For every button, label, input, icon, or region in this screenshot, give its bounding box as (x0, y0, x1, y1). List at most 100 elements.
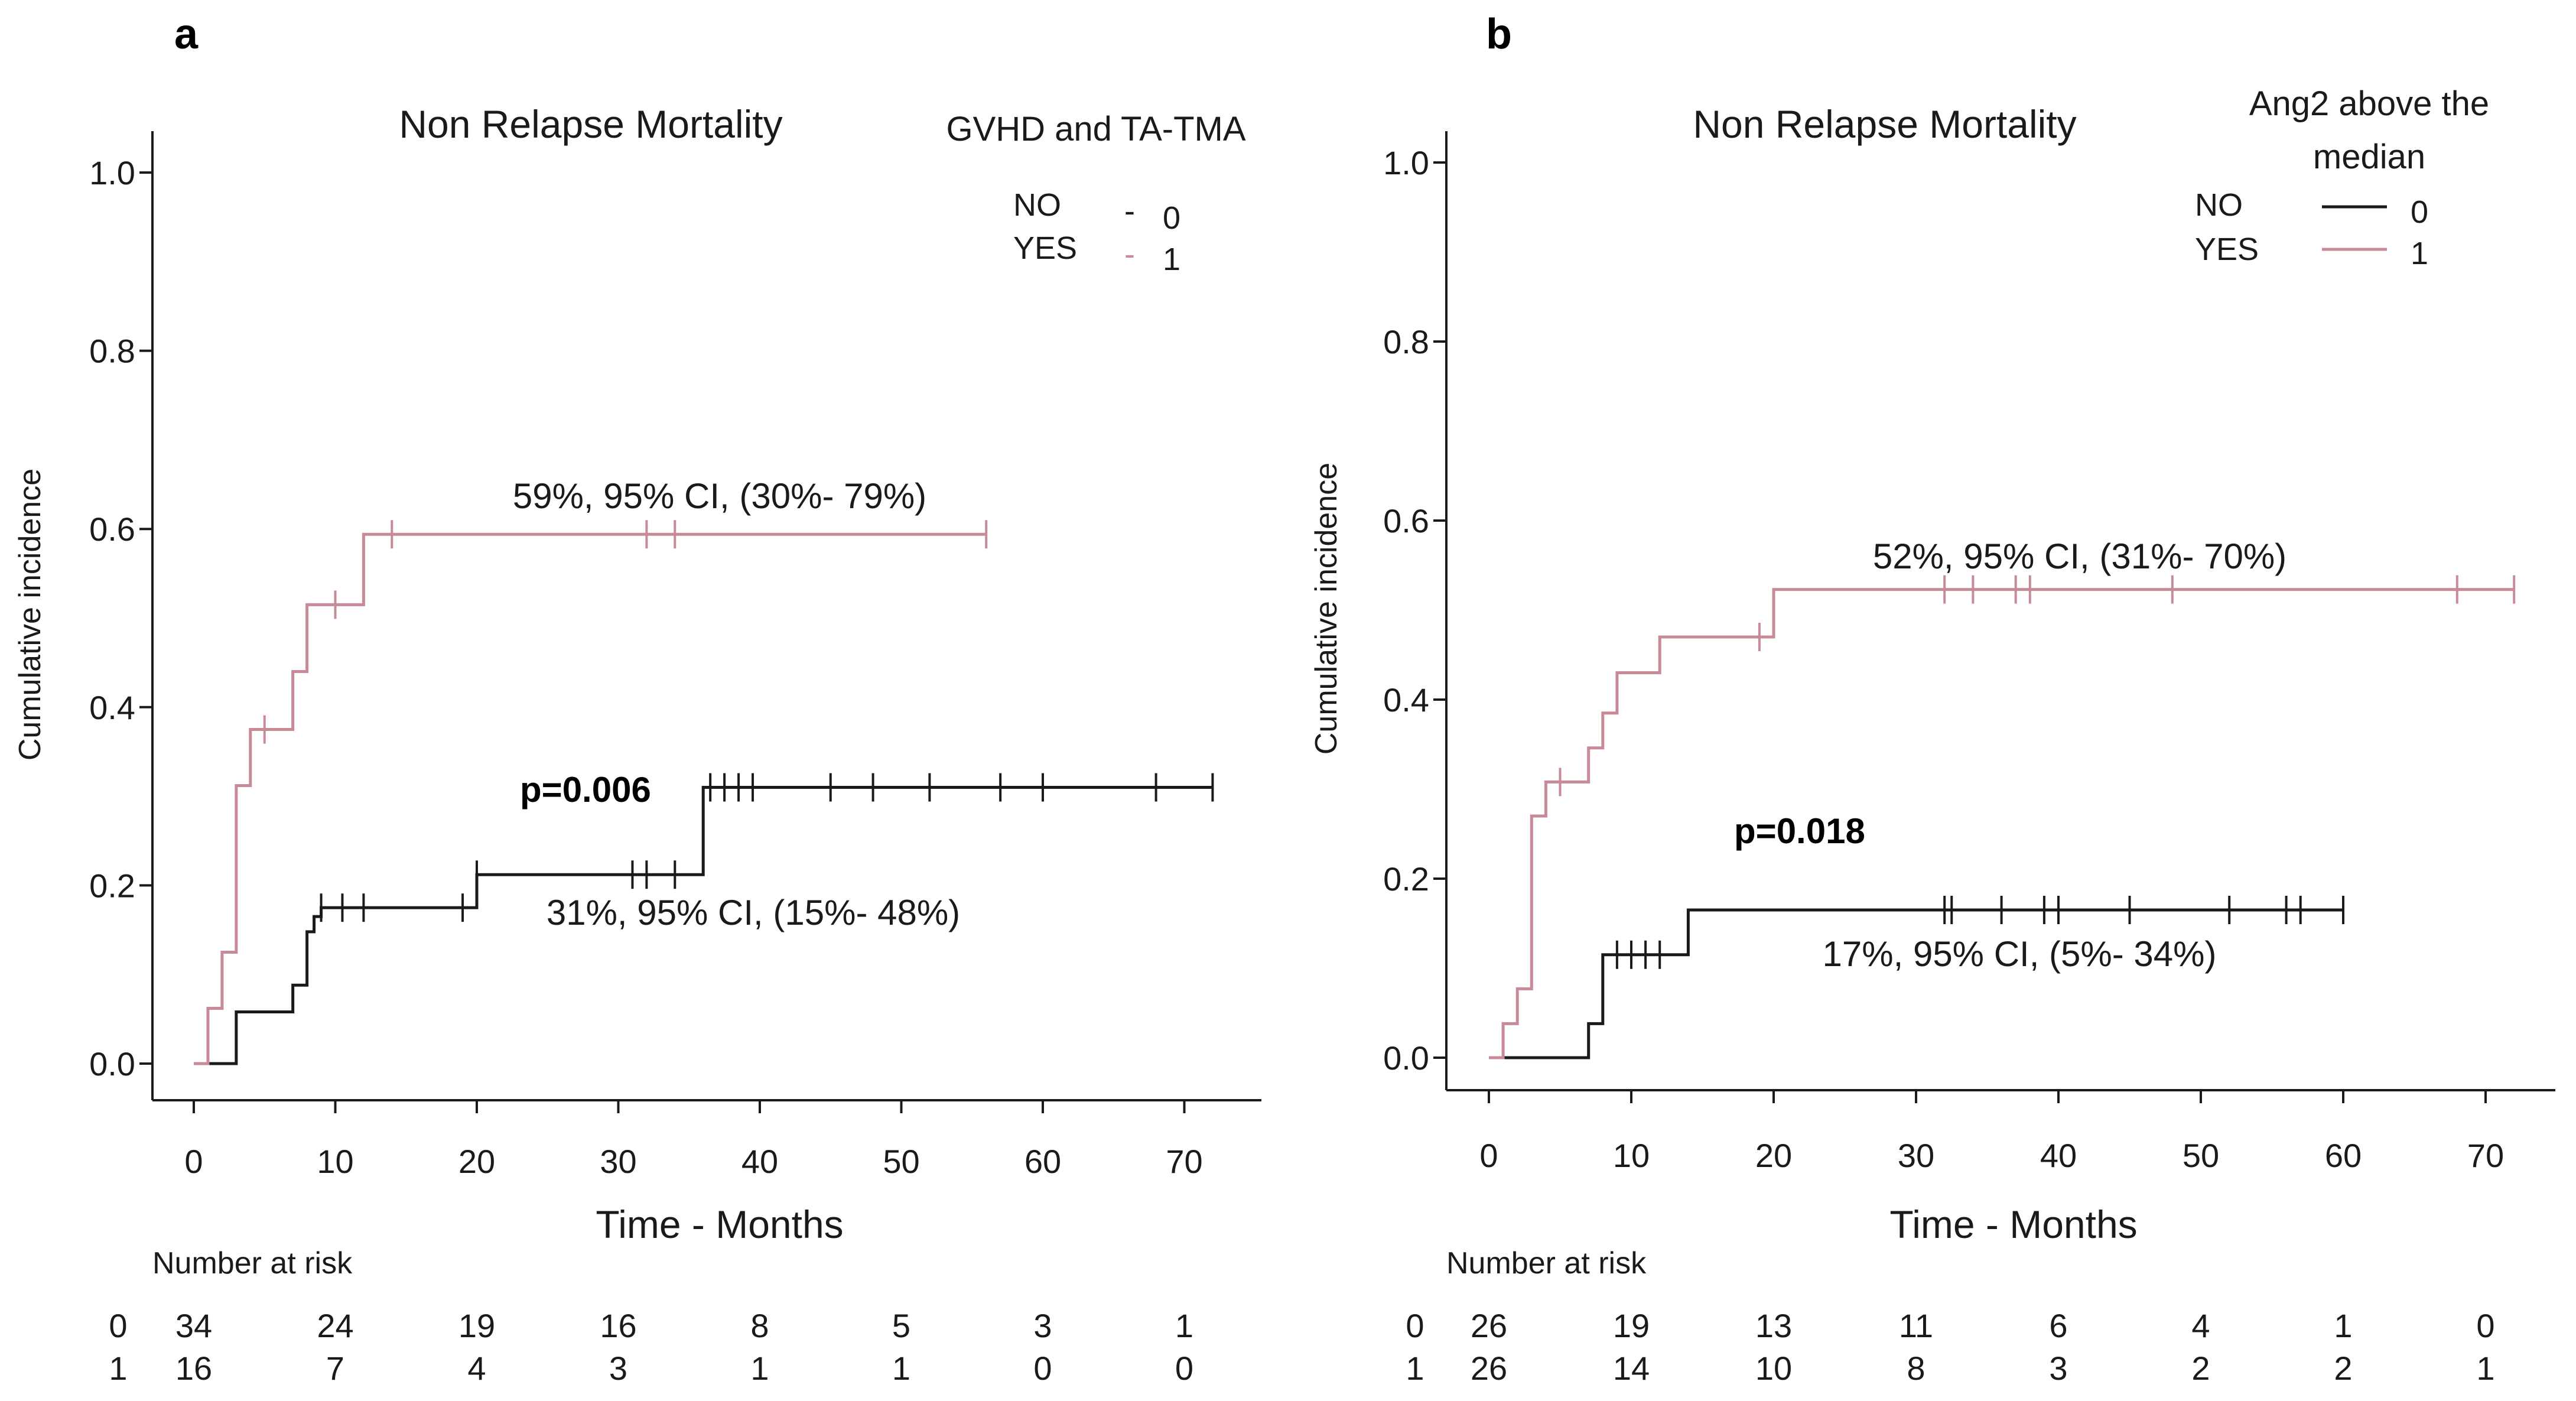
x-tick-label: 60 (1024, 1143, 1061, 1180)
risk-count: 3 (609, 1350, 627, 1387)
legend-entry-no-code: 0 (2411, 194, 2428, 230)
panel-a: a Non Relapse Mortality Cumulative incid… (13, 11, 1261, 1387)
x-axis-label: Time - Months (1889, 1202, 2137, 1246)
legend-title: Ang2 above the (2249, 84, 2489, 123)
risk-count: 34 (175, 1307, 212, 1344)
y-tick-label: 0.6 (1383, 502, 1429, 539)
risk-count: 6 (2049, 1307, 2067, 1344)
risk-table: Number at risk 0 1 26 19 13 11 6 4 1 026 14 10 8 3 2… (1406, 1246, 2494, 1387)
risk-table: Number at risk 0 1 34 24 19 16 8 5 3 1 16 7 4 3 1 1 0 0 (109, 1246, 1193, 1387)
series-1-curve (1489, 588, 2515, 1059)
y-tick-label: 0.0 (89, 1045, 135, 1083)
risk-count: 26 (1471, 1307, 1507, 1344)
x-tick-label: 40 (741, 1143, 778, 1180)
series-0-annotation: 17%, 95% CI, (5%- 34%) (1823, 934, 2217, 974)
risk-count: 8 (1907, 1350, 1925, 1387)
y-tick-label: 0.0 (1383, 1039, 1429, 1077)
legend-entry-yes: YES (1013, 230, 1077, 266)
plot-area: 0.00.20.40.60.81.00 10 20 30 40 50 60 70 (1383, 131, 2555, 1174)
x-tick-label: 70 (1166, 1143, 1202, 1180)
legend-entry-no: NO (1013, 187, 1061, 223)
series-1-annotation: 52%, 95% CI, (31%- 70%) (1873, 537, 2286, 576)
y-tick-label: 0.2 (1383, 860, 1429, 898)
y-tick-label: 0.4 (89, 689, 135, 726)
risk-group-label: 0 (1406, 1307, 1424, 1344)
legend-title: GVHD and TA-TMA (946, 110, 1245, 148)
x-axis-label: Time - Months (596, 1202, 843, 1246)
series-0-curve (194, 786, 1213, 1065)
series-1-annotation: 59%, 95% CI, (30%- 79%) (513, 476, 926, 516)
x-tick-label: 20 (458, 1143, 495, 1180)
chart-title: Non Relapse Mortality (1693, 102, 2076, 146)
risk-group-label: 0 (109, 1307, 127, 1344)
risk-count: 7 (326, 1350, 344, 1387)
risk-table-title: Number at risk (152, 1246, 353, 1280)
risk-count: 16 (600, 1307, 636, 1344)
series-0-annotation: 31%, 95% CI, (15%- 48%) (547, 893, 960, 932)
risk-count: 3 (2049, 1350, 2067, 1387)
risk-count: 1 (1175, 1307, 1193, 1344)
risk-count: 13 (1755, 1307, 1792, 1344)
panel-label: b (1486, 11, 1512, 58)
risk-count: 0 (1033, 1350, 1052, 1387)
risk-count: 1 (2334, 1307, 2352, 1344)
risk-table-title: Number at risk (1446, 1246, 1647, 1280)
y-tick-label: 0.8 (89, 333, 135, 370)
y-tick-label: 0.2 (89, 867, 135, 904)
legend-entry-yes-code: 1 (1163, 242, 1180, 277)
risk-count: 4 (467, 1350, 486, 1387)
x-tick-label: 40 (2040, 1137, 2077, 1174)
legend-entry-yes-marker: - (1124, 236, 1135, 272)
x-tick-label: 0 (184, 1143, 203, 1180)
risk-count: 4 (2191, 1307, 2210, 1344)
y-tick-label: 1.0 (89, 154, 135, 191)
x-tick-label: 20 (1755, 1137, 1792, 1174)
panel-b: b Non Relapse Mortality Cumulative incid… (1309, 11, 2555, 1387)
risk-group-label: 1 (1406, 1350, 1424, 1387)
series-0-curve (1489, 908, 2343, 1059)
risk-count: 5 (892, 1307, 910, 1344)
legend-title-line-2: median (2313, 138, 2425, 176)
risk-count: 0 (2476, 1307, 2494, 1344)
x-tick-label: 10 (1613, 1137, 1650, 1174)
risk-count: 24 (317, 1307, 353, 1344)
legend-entry-yes-code: 1 (2411, 236, 2428, 271)
p-value: p=0.018 (1734, 811, 1865, 851)
chart-title: Non Relapse Mortality (399, 102, 782, 146)
risk-group-label: 1 (109, 1350, 127, 1387)
x-tick-label: 10 (317, 1143, 353, 1180)
y-tick-label: 0.8 (1383, 323, 1429, 360)
panel-label: a (174, 11, 199, 58)
risk-count: 0 (1175, 1350, 1193, 1387)
risk-count: 16 (175, 1350, 212, 1387)
risk-count: 14 (1613, 1350, 1650, 1387)
legend: NO 0 YES 1 (2195, 187, 2428, 271)
legend: NO - 0 YES - 1 (1013, 187, 1180, 277)
legend-entry-no-marker: - (1124, 193, 1135, 229)
plot-area: 0.00.20.40.60.81.00 10 20 30 40 50 60 70 (89, 131, 1261, 1180)
y-axis-label: Cumulative incidence (1309, 463, 1344, 755)
legend-entry-no: NO (2195, 187, 2243, 223)
x-tick-label: 0 (1479, 1137, 1498, 1174)
risk-count: 19 (458, 1307, 495, 1344)
risk-count: 1 (750, 1350, 769, 1387)
risk-count: 3 (1033, 1307, 1052, 1344)
p-value: p=0.006 (520, 770, 651, 810)
x-tick-label: 50 (2183, 1137, 2219, 1174)
legend-entry-yes: YES (2195, 232, 2259, 267)
x-tick-label: 30 (600, 1143, 636, 1180)
risk-count: 26 (1471, 1350, 1507, 1387)
risk-count: 10 (1755, 1350, 1792, 1387)
y-tick-label: 1.0 (1383, 144, 1429, 181)
x-tick-label: 50 (883, 1143, 919, 1180)
risk-count: 2 (2191, 1350, 2210, 1387)
y-tick-label: 0.6 (89, 511, 135, 548)
x-tick-label: 70 (2467, 1137, 2504, 1174)
x-tick-label: 30 (1898, 1137, 1934, 1174)
y-tick-label: 0.4 (1383, 681, 1429, 719)
legend-entry-no-code: 0 (1163, 200, 1180, 236)
risk-count: 1 (2476, 1350, 2494, 1387)
risk-count: 8 (750, 1307, 769, 1344)
y-axis-label: Cumulative incidence (13, 469, 47, 760)
